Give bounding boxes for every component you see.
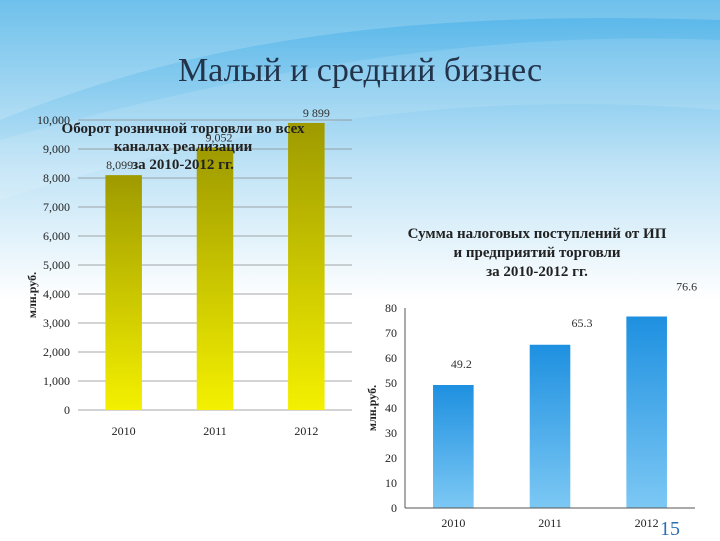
- y-tick-label: 5,000: [43, 258, 70, 272]
- chart-title-line: Оборот розничной торговли во всех: [62, 121, 305, 137]
- bar-2011: [529, 344, 571, 508]
- data-label: 9,052: [206, 130, 233, 144]
- bar-2012: [626, 316, 667, 508]
- chart-title-line: за 2010-2012 гг.: [132, 157, 234, 173]
- y-tick-label: 0: [391, 501, 397, 515]
- data-label: 65.3: [572, 316, 593, 330]
- chart-title-line: и предприятий торговли: [453, 245, 620, 261]
- data-label: 8,099: [106, 158, 133, 172]
- x-tick-label: 2010: [441, 516, 465, 530]
- y-tick-label: 0: [64, 403, 70, 417]
- data-label: 76.6: [676, 280, 697, 294]
- x-tick-label: 2012: [294, 424, 318, 438]
- y-tick-label: 50: [385, 376, 397, 390]
- y-tick-label: 6,000: [43, 229, 70, 243]
- y-tick-label: 80: [385, 301, 397, 315]
- x-tick-label: 2011: [538, 516, 562, 530]
- x-tick-label: 2011: [203, 424, 227, 438]
- bar-2010: [433, 385, 474, 508]
- y-tick-label: 10: [385, 476, 397, 490]
- y-tick-label: 3,000: [43, 316, 70, 330]
- y-tick-label: 10,000: [37, 113, 70, 127]
- data-label: 49.2: [451, 357, 472, 371]
- y-tick-label: 1,000: [43, 374, 70, 388]
- bar-2010: [105, 175, 142, 410]
- y-tick-label: 2,000: [43, 345, 70, 359]
- y-tick-label: 20: [385, 451, 397, 465]
- chart-title-line: за 2010-2012 гг.: [486, 264, 588, 280]
- chart-title-line: Сумма налоговых поступлений от ИП: [408, 226, 667, 242]
- bar-2012: [288, 122, 325, 410]
- data-label: 9 899: [303, 106, 330, 120]
- y-tick-label: 60: [385, 351, 397, 365]
- slide-title: Малый и средний бизнес: [177, 52, 543, 89]
- page-number: 15: [660, 518, 680, 540]
- chart2-ylabel: млн.руб.: [365, 385, 379, 431]
- y-tick-label: 7,000: [43, 200, 70, 214]
- y-tick-label: 30: [385, 426, 397, 440]
- y-tick-label: 8,000: [43, 171, 70, 185]
- chart-title-line: каналах реализации: [114, 139, 253, 155]
- chart1-ylabel: млн.руб.: [25, 272, 39, 318]
- y-tick-label: 70: [385, 326, 397, 340]
- y-tick-label: 9,000: [43, 142, 70, 156]
- bar-2011: [196, 147, 234, 410]
- y-tick-label: 40: [385, 401, 397, 415]
- y-tick-label: 4,000: [43, 287, 70, 301]
- x-tick-label: 2010: [112, 424, 136, 438]
- x-tick-label: 2012: [635, 516, 659, 530]
